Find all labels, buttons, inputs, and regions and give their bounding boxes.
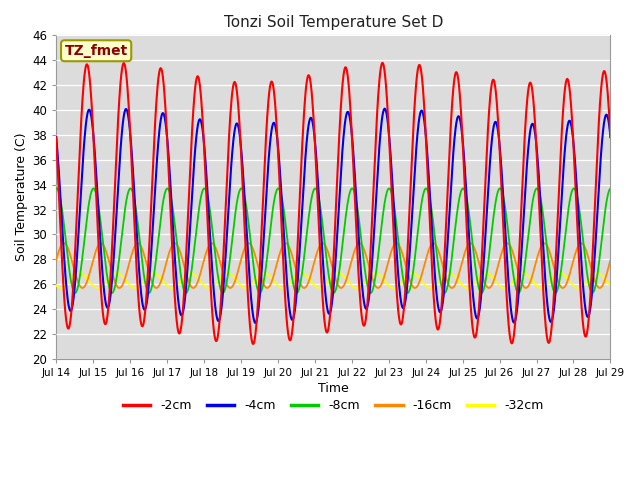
Text: TZ_fmet: TZ_fmet	[65, 44, 128, 58]
Y-axis label: Soil Temperature (C): Soil Temperature (C)	[15, 133, 28, 262]
Title: Tonzi Soil Temperature Set D: Tonzi Soil Temperature Set D	[223, 15, 443, 30]
X-axis label: Time: Time	[318, 382, 349, 395]
Legend: -2cm, -4cm, -8cm, -16cm, -32cm: -2cm, -4cm, -8cm, -16cm, -32cm	[118, 395, 548, 418]
